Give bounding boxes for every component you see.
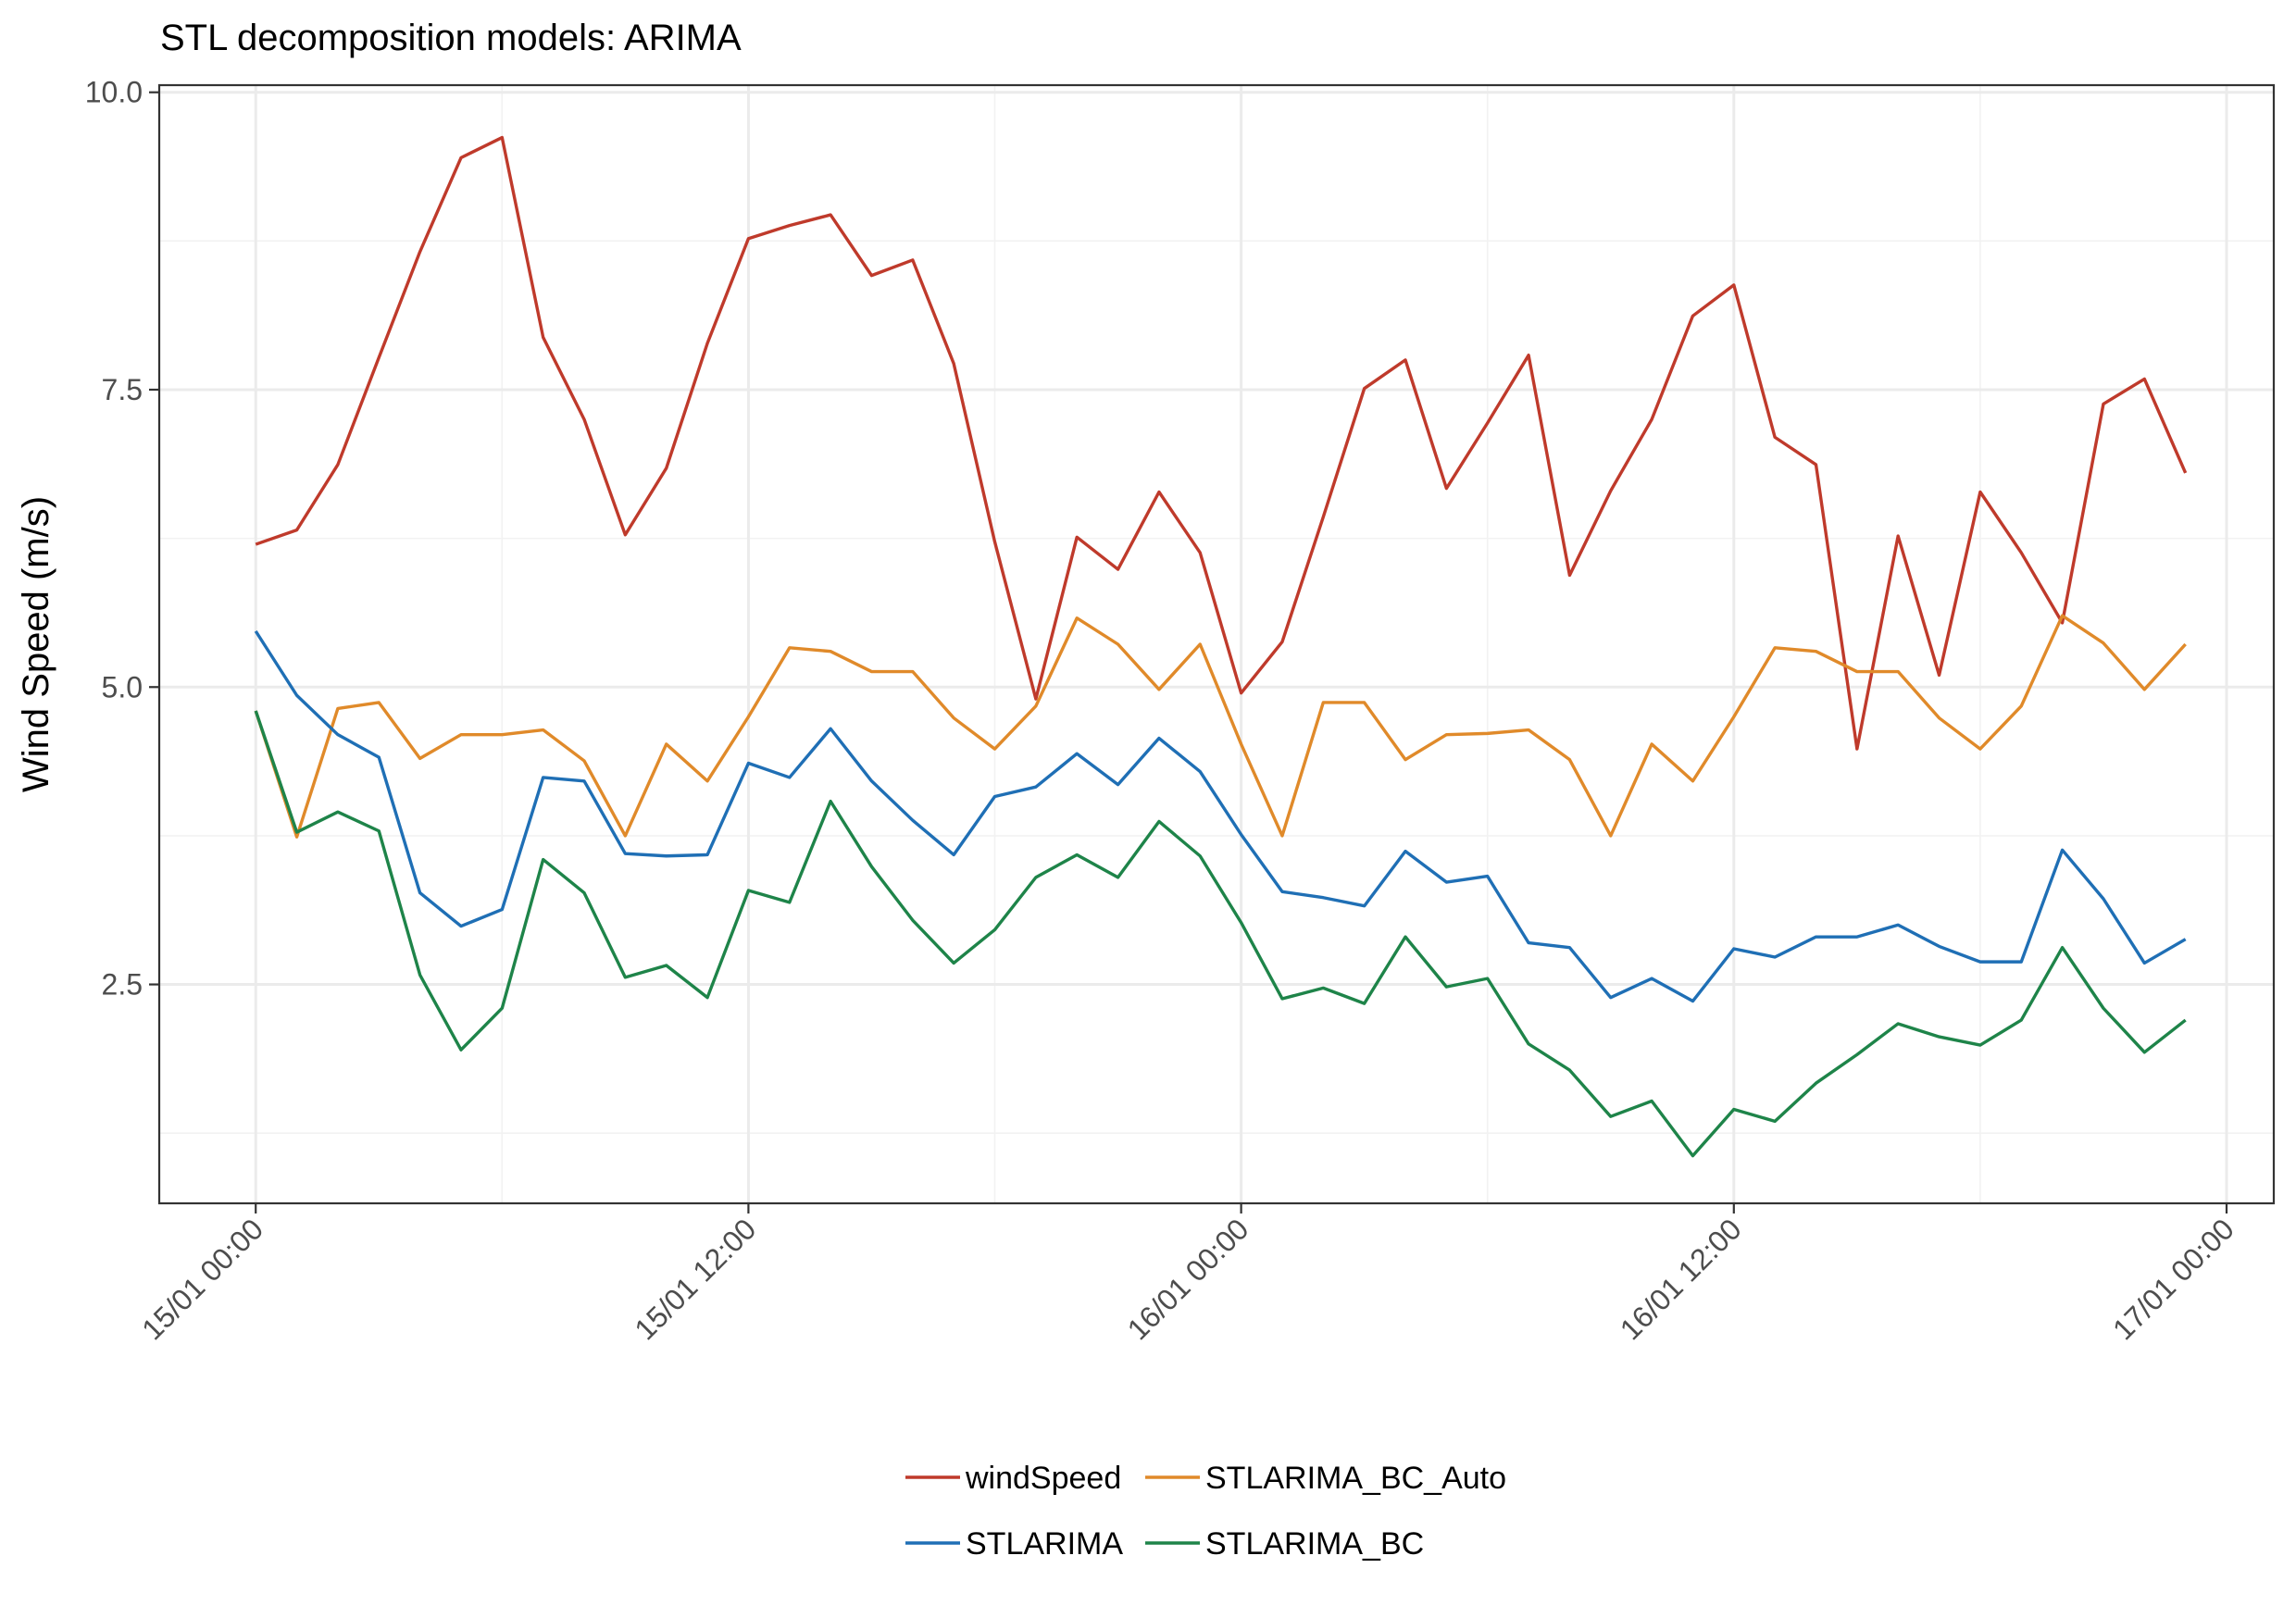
legend: windSpeed STLARIMA_BC_Auto STLARIMA STLARIM… bbox=[905, 1461, 1506, 1562]
legend-label-STLARIMA: STLARIMA bbox=[966, 1526, 1123, 1562]
y-tick-label: 2.5 bbox=[102, 968, 143, 1002]
legend-item-STLARIMA: STLARIMA bbox=[905, 1526, 1123, 1562]
grid-minor bbox=[159, 85, 2274, 1203]
legend-label-windSpeed: windSpeed bbox=[965, 1461, 1121, 1496]
y-tick-label: 7.5 bbox=[102, 373, 143, 406]
legend-item-STLARIMA_BC_Auto: STLARIMA_BC_Auto bbox=[1145, 1461, 1506, 1496]
plot-border bbox=[157, 83, 2276, 1205]
y-axis: 2.5 5.0 7.5 10.0 bbox=[85, 76, 159, 1002]
plot-panel bbox=[159, 85, 2274, 1203]
grid-major bbox=[159, 85, 2274, 1203]
y-axis-label: Wind Speed (m/s) bbox=[16, 496, 56, 792]
chart-title: STL decomposition models: ARIMA bbox=[160, 18, 742, 58]
legend-label-STLARIMA_BC_Auto: STLARIMA_BC_Auto bbox=[1205, 1461, 1506, 1496]
legend-label-STLARIMA_BC: STLARIMA_BC bbox=[1205, 1526, 1424, 1562]
series-line-STLARIMA bbox=[254, 629, 2187, 1003]
series-line-windSpeed bbox=[255, 135, 2188, 751]
y-tick-label: 5.0 bbox=[102, 670, 143, 703]
series-layer bbox=[254, 135, 2188, 1158]
series-line-STLARIMA_BC bbox=[254, 710, 2187, 1158]
legend-item-STLARIMA_BC: STLARIMA_BC bbox=[1145, 1526, 1424, 1562]
series-line-STLARIMA_BC_Auto bbox=[254, 614, 2187, 839]
legend-item-windSpeed: windSpeed bbox=[905, 1461, 1121, 1496]
y-tick-label: 10.0 bbox=[85, 76, 143, 109]
